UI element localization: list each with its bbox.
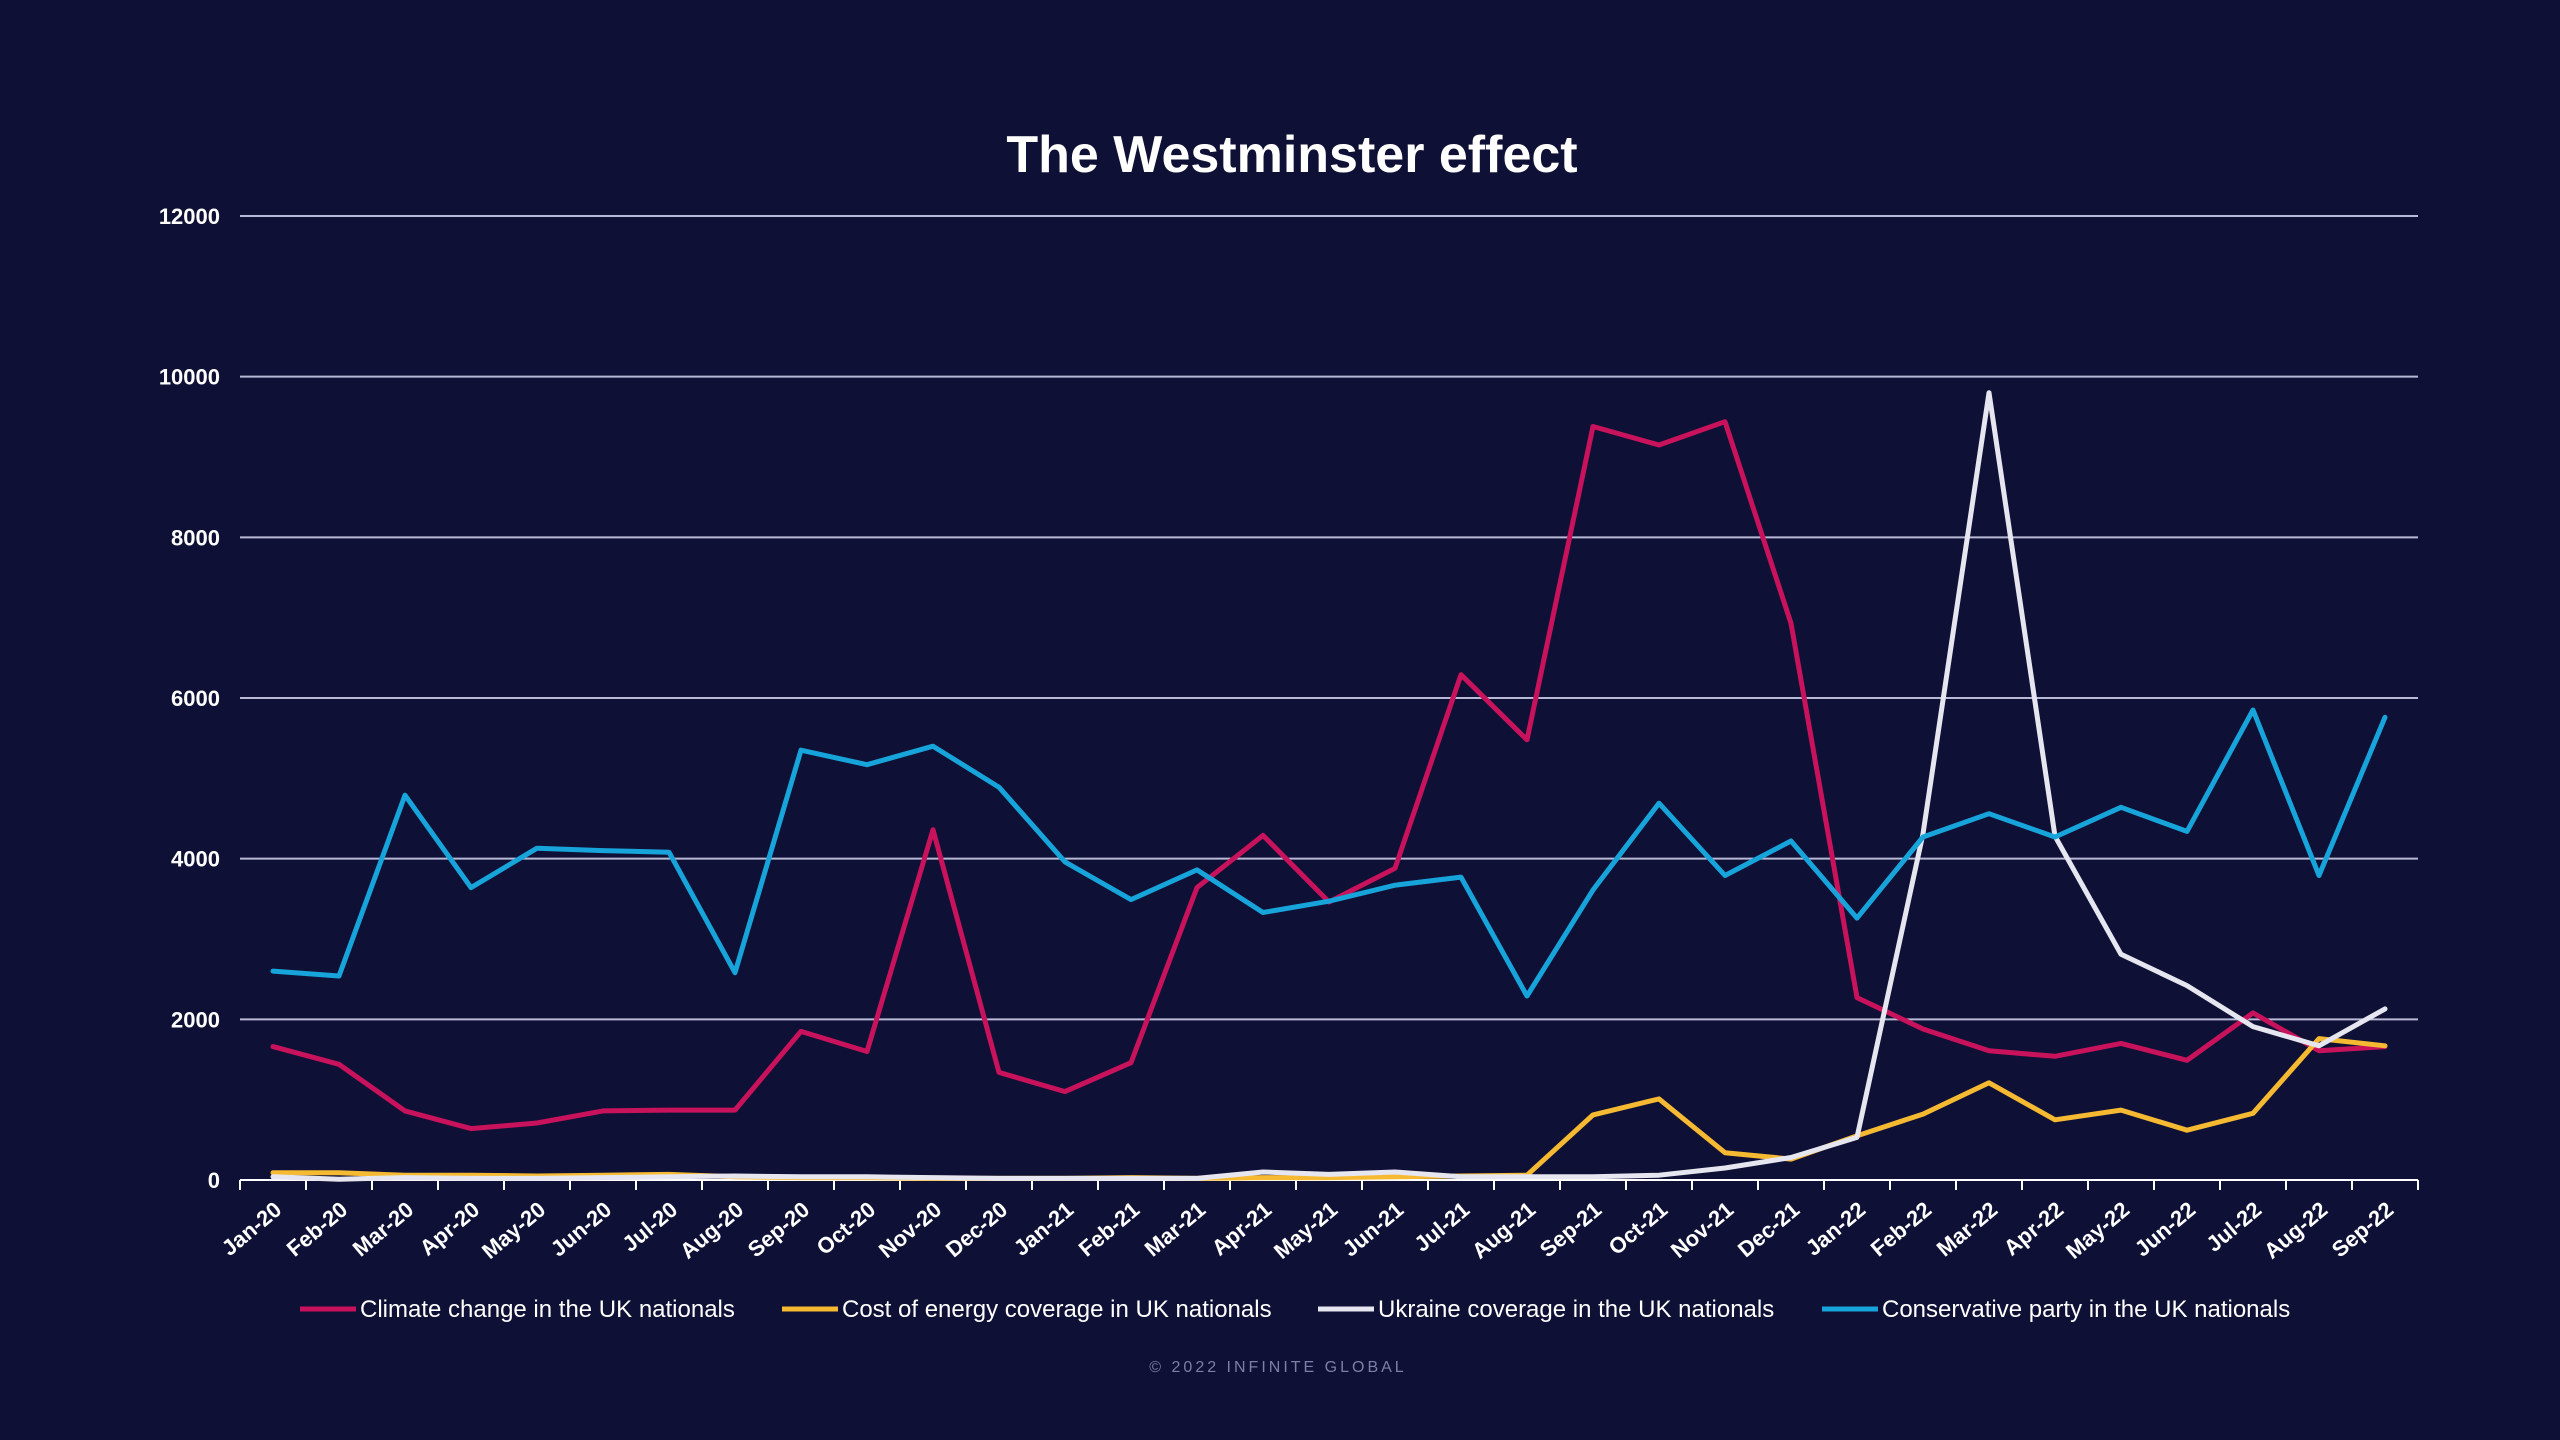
legend-label: Climate change in the UK nationals (360, 1296, 735, 1323)
y-tick-label: 8000 (171, 525, 220, 550)
series-line-4 (270, 707, 2388, 999)
copyright-footer: © 2022 INFINITE GLOBAL (1149, 1359, 1406, 1376)
y-tick-label: 10000 (159, 365, 220, 390)
series-lines (270, 390, 2388, 1182)
legend: Climate change in the UK nationals Cost o… (300, 1296, 2290, 1323)
y-tick-label: 12000 (159, 204, 220, 229)
y-tick-label: 2000 (171, 1007, 220, 1032)
legend-label: Ukraine coverage in the UK nationals (1378, 1296, 1774, 1323)
y-tick-label: 0 (208, 1168, 220, 1193)
series-line-3 (270, 390, 2388, 1182)
gridlines (240, 215, 2418, 1021)
y-axis-ticks: 0 2000 4000 6000 8000 10000 12000 (159, 204, 220, 1193)
y-tick-label: 6000 (171, 686, 220, 711)
chart-title: The Westminster effect (1006, 126, 1577, 184)
y-tick-label: 4000 (171, 847, 220, 872)
legend-label: Conservative party in the UK nationals (1882, 1296, 2290, 1323)
legend-label: Cost of energy coverage in UK nationals (842, 1296, 1272, 1323)
